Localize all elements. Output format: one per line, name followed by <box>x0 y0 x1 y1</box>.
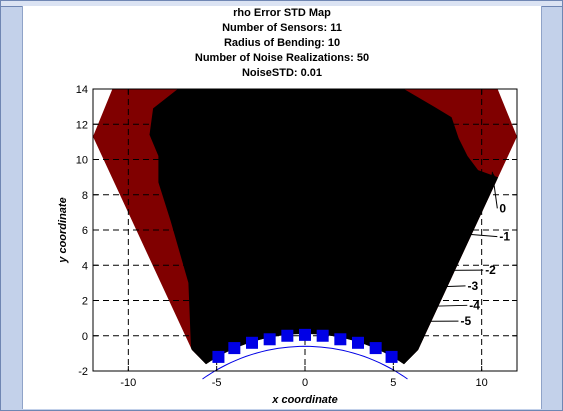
contour-label-arrowhead <box>437 229 444 235</box>
contour-label: -1 <box>499 230 510 244</box>
contour-label-arrowhead <box>402 285 408 291</box>
contour-label-arrowhead <box>358 319 364 324</box>
chart-title: rho Error STD Map <box>233 7 331 19</box>
y-tick-label: 0 <box>82 331 88 343</box>
contour-label-arrowhead <box>490 171 496 178</box>
sensor-marker <box>263 333 276 346</box>
contour-label: -4 <box>469 298 480 312</box>
contour-label: 0 <box>499 201 506 215</box>
contour-label: -2 <box>485 263 496 277</box>
contour-label-leader <box>437 231 498 238</box>
sensor-marker <box>352 336 364 349</box>
chart-subtitle-sensors: Number of Sensors: 11 <box>222 22 342 34</box>
chart-subtitle-noise: NoiseSTD: 0.01 <box>241 67 323 79</box>
y-axis-label: y coordinate <box>57 197 69 263</box>
sensor-markers <box>212 328 398 363</box>
y-tick-label: 12 <box>76 119 88 131</box>
x-tick-label: 0 <box>302 377 308 389</box>
sensor-array-line <box>202 345 408 380</box>
contour-label-arrowhead <box>382 305 389 310</box>
chart-subtitle-realizations: Number of Noise Realizations: 50 <box>194 52 370 64</box>
contour-label: -3 <box>468 279 479 293</box>
contour-label-arrowhead <box>419 268 426 273</box>
sensor-marker <box>369 342 382 355</box>
chart-subtitle-radius: Radius of Bending: 10 <box>223 37 341 49</box>
chart-title-block: rho Error STD Map Number of Sensors: 11 … <box>23 6 541 81</box>
sensor-marker <box>246 336 258 349</box>
sensor-marker <box>228 342 241 355</box>
sensor-marker <box>212 350 225 363</box>
x-tick-label: -5 <box>212 377 222 389</box>
contour-label-leader <box>382 304 468 309</box>
y-tick-label: 4 <box>82 260 88 272</box>
x-tick-label: 5 <box>390 377 396 389</box>
y-tick-label: 10 <box>76 155 88 167</box>
sensor-marker <box>316 329 329 342</box>
x-tick-label: -10 <box>120 377 136 389</box>
x-tick-label: 10 <box>476 377 488 389</box>
y-tick-label: 8 <box>82 190 88 202</box>
sensor-marker <box>385 350 398 363</box>
y-tick-label: 6 <box>82 225 88 237</box>
grid-lines <box>93 89 517 371</box>
x-axis-label: x coordinate <box>271 394 337 406</box>
contour-label-leader <box>402 285 466 289</box>
sensor-marker <box>334 333 347 346</box>
sensor-marker <box>281 329 294 342</box>
y-tick-label: 2 <box>82 296 88 308</box>
contour-label: -5 <box>460 314 471 328</box>
contour-label-leader <box>491 171 498 209</box>
y-tick-label: 14 <box>76 84 88 96</box>
sensor-marker <box>299 328 311 341</box>
y-tick-label: -2 <box>78 366 88 378</box>
